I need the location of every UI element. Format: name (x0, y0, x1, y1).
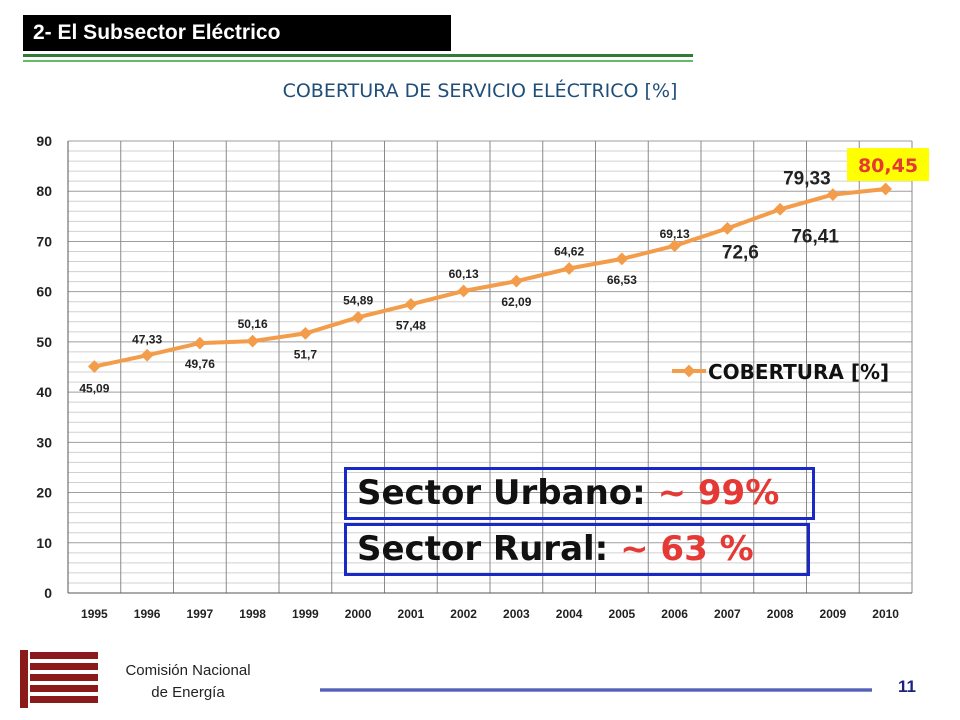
data-label: 66,53 (607, 273, 637, 287)
y-tick-label: 40 (36, 384, 52, 400)
data-label: 72,6 (722, 242, 759, 263)
data-label: 60,13 (449, 267, 479, 281)
data-label: 76,41 (791, 226, 839, 247)
data-point-marker (562, 262, 576, 275)
urban-sector-value: ~ 99% (657, 473, 780, 513)
rural-sector-value: ~ 63 % (620, 529, 754, 569)
cne-logo-icon (20, 650, 98, 708)
data-point-marker (140, 348, 154, 362)
organization-name: Comisión Nacional de Energía (108, 660, 268, 704)
rural-sector-callout: Sector Rural: ~ 63 % (344, 523, 810, 576)
y-tick-label: 50 (36, 334, 52, 350)
page-number: 11 (898, 677, 916, 696)
data-point-marker (457, 284, 470, 298)
x-tick-label: 1995 (81, 607, 108, 621)
data-point-marker (404, 297, 418, 311)
series-line-cobertura (93, 187, 886, 369)
data-point-marker (246, 334, 259, 348)
x-tick-label: 2010 (872, 607, 899, 621)
data-point-marker (879, 182, 892, 196)
header-divider-secondary (23, 60, 693, 62)
data-label: 64,62 (554, 244, 584, 258)
chart-title: COBERTURA DE SERVICIO ELÉCTRICO [%] (282, 80, 678, 102)
y-tick-label: 90 (36, 133, 52, 149)
chart-grid (67, 140, 913, 594)
data-label: 45,09 (79, 382, 109, 396)
y-tick-label: 0 (44, 585, 52, 601)
x-tick-label: 1998 (239, 607, 266, 621)
data-point-marker (351, 310, 365, 324)
header-divider (23, 54, 693, 57)
footer-divider (320, 688, 872, 692)
section-header: 2- El Subsector Eléctrico (23, 15, 451, 51)
chart-legend: COBERTURA [%] (672, 360, 889, 384)
data-label: 49,76 (185, 357, 215, 371)
x-tick-label: 1999 (292, 607, 319, 621)
x-tick-label: 2000 (345, 607, 372, 621)
y-tick-label: 30 (36, 434, 52, 450)
x-tick-label: 1996 (134, 607, 161, 621)
data-label: 79,33 (783, 169, 831, 190)
chart-axes: 0 10 20 30 40 50 60 70 80 90 1995 1996 1997 1998 1999 2… (36, 133, 912, 621)
data-point-marker (615, 252, 629, 266)
organization-name-line1: Comisión Nacional (125, 662, 251, 679)
x-tick-label: 2004 (556, 607, 583, 621)
x-tick-label: 2005 (609, 607, 636, 621)
data-label: 47,33 (132, 332, 162, 346)
y-tick-label: 20 (36, 485, 52, 501)
rural-sector-label: Sector Rural: (357, 529, 609, 569)
y-tick-label: 80 (36, 183, 52, 199)
data-label: 57,48 (396, 318, 426, 332)
data-label: 69,13 (660, 227, 690, 241)
data-label: 50,16 (238, 317, 268, 331)
x-tick-label: 2002 (450, 607, 477, 621)
data-label: 54,89 (343, 293, 373, 307)
data-label: 51,7 (294, 347, 318, 361)
urban-sector-callout: Sector Urbano: ~ 99% (344, 467, 815, 520)
data-point-marker (193, 336, 207, 350)
x-tick-label: 2009 (820, 607, 847, 621)
x-tick-label: 1997 (187, 607, 214, 621)
legend-label: COBERTURA [%] (708, 360, 889, 384)
x-tick-label: 2006 (661, 607, 688, 621)
x-tick-label: 2008 (767, 607, 794, 621)
y-tick-label: 10 (36, 535, 52, 551)
organization-name-line2: de Energía (151, 684, 225, 701)
data-point-marker (826, 188, 840, 201)
data-label: 62,09 (501, 295, 531, 309)
data-point-marker (299, 326, 312, 340)
legend-marker-swatch (682, 364, 696, 378)
data-point-marker (88, 360, 101, 373)
y-tick-label: 70 (36, 233, 52, 249)
x-tick-label: 2007 (714, 607, 741, 621)
data-point-marker (721, 222, 734, 235)
x-tick-label: 2003 (503, 607, 530, 621)
y-tick-label: 60 (36, 284, 52, 300)
urban-sector-label: Sector Urbano: (357, 473, 646, 513)
x-tick-label: 2001 (398, 607, 425, 621)
data-point-marker (773, 202, 787, 216)
data-point-marker (510, 274, 523, 288)
data-label: 80,45 (858, 155, 918, 177)
data-labels: 45,09 47,33 49,76 50,16 51,7 54,89 57,48 60,13 6… (79, 148, 929, 396)
final-value-highlight (847, 148, 929, 181)
